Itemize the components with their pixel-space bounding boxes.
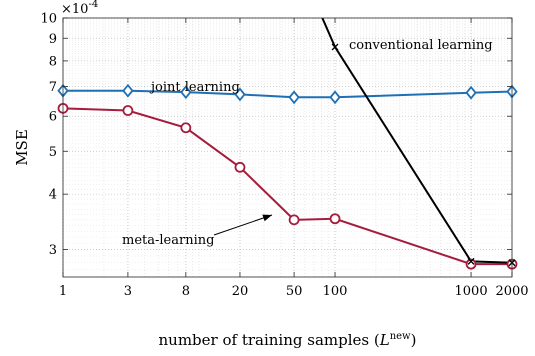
y-tick-label: 7: [49, 80, 57, 95]
series-markers: [57, 43, 518, 270]
y-tick-label: 4: [49, 188, 57, 203]
series-line-2: [321, 18, 512, 264]
joint-learning-marker: [465, 85, 477, 100]
conventional-learning-marker: [331, 43, 339, 51]
y-tick-label: 9: [49, 32, 57, 47]
x-tick-label: 2000: [495, 284, 528, 299]
x-tick-label: 1: [59, 284, 67, 299]
meta-learning-arrow: [213, 214, 273, 236]
axis-ticks: 3 4 5 6 7 8 9 10 1 3 8 20 50 100 1000 2000: [40, 12, 528, 300]
x-tick-label: 1000: [455, 284, 488, 299]
y-tick-label: 6: [49, 110, 57, 125]
joint-learning-marker: [180, 85, 192, 100]
meta-learning-marker: [180, 122, 192, 134]
joint-learning-marker: [329, 90, 341, 105]
joint-learning-marker: [288, 90, 300, 105]
x-tick-label: 50: [286, 284, 303, 299]
y-tick-label: 3: [49, 243, 57, 258]
meta-learning-arrowhead: [262, 214, 272, 222]
joint-learning-marker: [234, 87, 246, 102]
series-line-1: [63, 107, 512, 266]
y-exponent-label: ×10-4: [61, 0, 98, 17]
x-tick-label: 20: [232, 284, 249, 299]
conventional-learning-label: conventional learning: [349, 38, 493, 53]
conventional-learning-marker: [467, 257, 475, 265]
plot-frame: [62, 17, 513, 278]
x-tick-label: 100: [323, 284, 348, 299]
x-tick-label: 8: [182, 284, 190, 299]
meta-learning-label: meta-learning: [122, 233, 214, 248]
meta-learning-marker: [329, 213, 341, 225]
y-exponent-value: -4: [88, 0, 98, 10]
joint-learning-label: joint learning: [149, 80, 240, 95]
meta-learning-marker: [465, 258, 477, 270]
series-line-0: [63, 89, 512, 99]
x-tick-label: 3: [124, 284, 132, 299]
y-axis-label: MSE: [13, 129, 31, 166]
joint-learning-marker: [122, 83, 134, 98]
annotations: joint learning meta-learning conventiona…: [122, 38, 493, 248]
meta-learning-marker: [288, 214, 300, 226]
y-tick-label: 5: [49, 145, 57, 160]
series-lines: [63, 18, 512, 266]
meta-learning-marker: [122, 105, 134, 116]
y-tick-label: 10: [40, 12, 57, 27]
y-tick-label: 8: [49, 54, 57, 69]
meta-learning-marker: [234, 161, 246, 173]
x-axis-label: number of training samples (Lnew): [159, 331, 417, 349]
